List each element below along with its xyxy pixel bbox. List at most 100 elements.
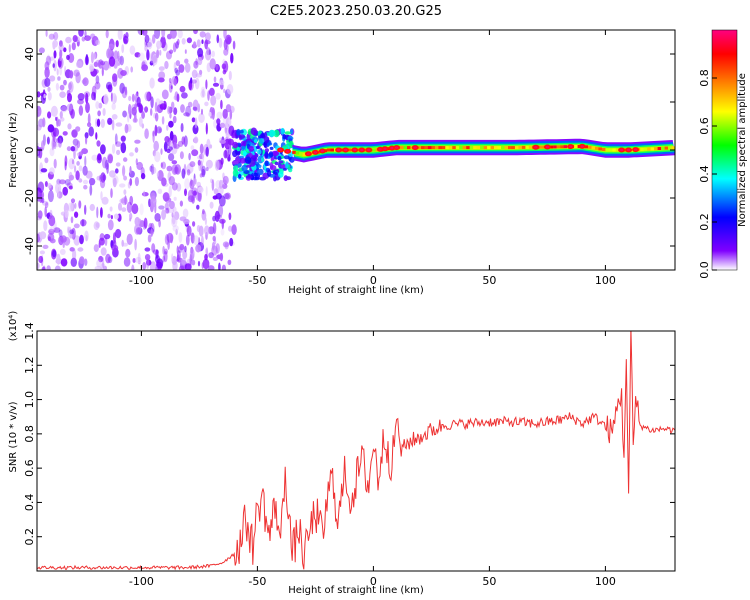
- noise-cell: [49, 147, 55, 157]
- snr-frame: [36, 330, 676, 572]
- noise-cell: [156, 171, 160, 177]
- noise-cell: [136, 161, 143, 171]
- noise-cell: [140, 172, 146, 180]
- noise-cell: [103, 93, 109, 105]
- noise-cell: [199, 69, 203, 75]
- noise-cell: [122, 242, 128, 247]
- noise-cell: [152, 34, 156, 44]
- noise-cell: [46, 136, 50, 145]
- noise-cell: [154, 101, 158, 113]
- noise-cell: [66, 182, 73, 189]
- noise-cell: [191, 259, 196, 266]
- noise-cell: [135, 227, 141, 235]
- noise-cell: [115, 122, 123, 127]
- transition-cell: [239, 129, 244, 134]
- noise-cell: [124, 123, 129, 134]
- noise-cell: [212, 195, 218, 200]
- figure-title: C2E5.2023.250.03.20.G25: [270, 4, 442, 19]
- noise-cell: [124, 195, 127, 205]
- noise-cell: [160, 162, 163, 168]
- noise-cell: [96, 118, 101, 128]
- noise-cell: [143, 217, 148, 229]
- noise-cell: [123, 157, 128, 162]
- noise-cell: [123, 175, 127, 181]
- noise-cell: [37, 210, 43, 219]
- noise-cell: [113, 50, 119, 60]
- noise-cell: [69, 70, 74, 79]
- noise-cell: [63, 79, 67, 86]
- noise-cell: [93, 61, 99, 67]
- noise-cell: [144, 254, 151, 261]
- noise-cell: [128, 103, 132, 115]
- transition-cell: [289, 156, 295, 163]
- noise-cell: [96, 175, 101, 181]
- transition-cell: [232, 141, 239, 149]
- noise-cell: [158, 71, 166, 80]
- noise-cell: [53, 158, 57, 169]
- noise-cell: [74, 202, 77, 209]
- ridge-hotspot-core: [620, 148, 624, 152]
- noise-cell: [191, 149, 199, 157]
- noise-cell: [58, 229, 63, 237]
- noise-cell: [81, 218, 85, 227]
- noise-cell: [192, 221, 196, 227]
- noise-cell: [123, 189, 127, 195]
- noise-cell: [67, 226, 70, 234]
- ridge-core-cell: [608, 148, 613, 152]
- ridge-core-cell: [584, 145, 589, 149]
- noise-cell: [212, 222, 217, 235]
- noise-cell: [67, 123, 72, 130]
- ridge-core-cell: [448, 146, 453, 150]
- noise-cell: [47, 182, 52, 189]
- noise-cell: [74, 144, 79, 152]
- noise-cell: [205, 146, 209, 157]
- noise-cell: [70, 216, 74, 224]
- transition-cell: [257, 149, 262, 155]
- noise-cell: [95, 75, 100, 84]
- noise-cell: [53, 50, 57, 59]
- noise-cell: [196, 39, 201, 48]
- snr-y-tick-label: 1.4: [23, 322, 36, 340]
- snr-y-tick-label: 0.8: [23, 425, 36, 443]
- spectrogram-y-axis-label: Frequency (Hz): [8, 112, 19, 188]
- noise-cell: [84, 55, 89, 66]
- noise-cell: [190, 178, 193, 186]
- noise-cell: [138, 52, 145, 61]
- noise-cell: [158, 66, 165, 71]
- noise-cell: [220, 99, 223, 110]
- noise-cell: [111, 93, 117, 104]
- noise-cell: [60, 105, 68, 113]
- noise-cell: [47, 236, 51, 241]
- noise-cell: [60, 235, 67, 243]
- transition-cell: [261, 157, 265, 163]
- noise-cell: [95, 222, 101, 229]
- noise-cell: [58, 43, 64, 52]
- transition-cell: [244, 156, 252, 164]
- noise-cell: [134, 139, 141, 144]
- ridge-core-cell: [525, 145, 529, 149]
- spectrogram-x-tick-label: 0: [370, 274, 377, 287]
- noise-cell: [205, 122, 208, 135]
- ridge-core-cell: [612, 148, 616, 152]
- noise-cell: [191, 79, 197, 84]
- transition-cell: [253, 139, 258, 144]
- noise-cell: [118, 202, 122, 211]
- noise-cell: [60, 258, 68, 267]
- transition-cell: [248, 152, 253, 157]
- noise-cell: [204, 101, 209, 107]
- noise-cell: [105, 30, 109, 39]
- noise-cell: [183, 218, 190, 225]
- noise-cell: [59, 40, 63, 47]
- noise-cell: [141, 30, 148, 36]
- ridge-core-cell: [494, 146, 498, 150]
- noise-cell: [177, 38, 180, 46]
- noise-cell: [107, 154, 114, 164]
- ridge-core-cell: [615, 148, 620, 152]
- transition-cell: [278, 171, 284, 178]
- noise-cell: [162, 245, 165, 255]
- noise-cell: [191, 69, 198, 79]
- ridge-core-cell: [588, 145, 592, 149]
- noise-cell: [215, 92, 221, 100]
- noise-cell: [199, 173, 203, 178]
